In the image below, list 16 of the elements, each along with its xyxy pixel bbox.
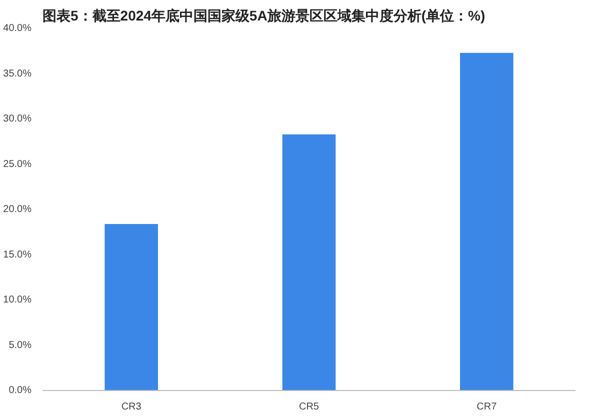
x-tick-label: CR5	[299, 402, 320, 412]
y-tick-label: 40.0%	[3, 23, 32, 34]
y-tick-label: 25.0%	[3, 158, 32, 170]
x-tick-label: CR3	[121, 402, 142, 412]
bar	[104, 224, 158, 390]
y-tick-label: 15.0%	[3, 249, 32, 260]
y-tick-label: 30.0%	[3, 114, 32, 124]
y-tick-label: 5.0%	[8, 340, 32, 351]
bar	[282, 134, 336, 390]
x-tick-label: CR7	[476, 402, 498, 412]
y-tick-label: 10.0%	[3, 294, 32, 306]
y-tick-label: 0.0%	[8, 385, 32, 396]
chart-title: 图表5：截至2024年底中国国家级5A旅游景区区域集中度分析(单位：%)	[42, 8, 486, 24]
y-tick-label: 35.0%	[3, 68, 32, 80]
bar	[460, 52, 514, 390]
y-tick-label: 20.0%	[3, 204, 32, 215]
